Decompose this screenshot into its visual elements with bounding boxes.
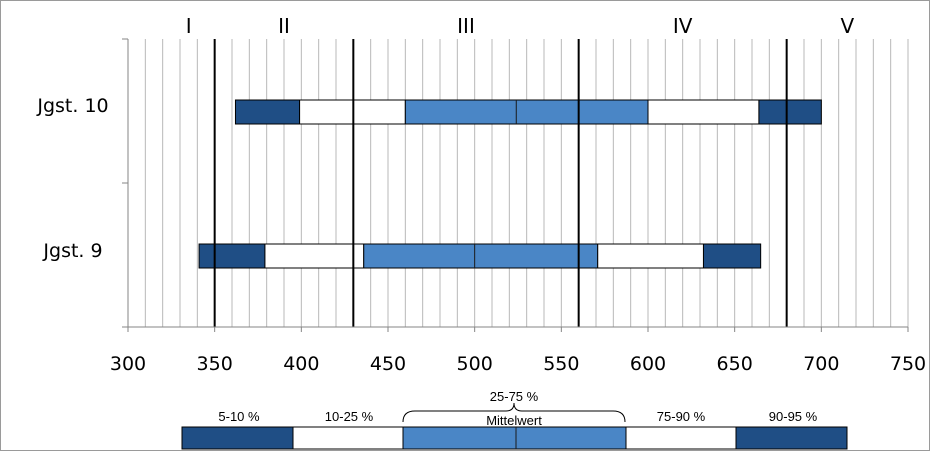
- legend-label: 5-10 %: [218, 409, 260, 424]
- x-tick-label: 700: [803, 353, 839, 375]
- bar-segment: [198, 243, 266, 269]
- bar-segment: [264, 243, 365, 269]
- legend-note-label: Mittelwert: [486, 413, 542, 428]
- bar-segment: [758, 99, 822, 125]
- legend-swatch: [735, 426, 848, 450]
- legend-label: 10-25 %: [325, 409, 374, 424]
- level-label: V: [840, 14, 854, 38]
- category-label: Jgst. 10: [36, 95, 108, 117]
- bar-segment: [702, 243, 762, 269]
- x-tick-label: 350: [197, 353, 233, 375]
- legend-label: 75-90 %: [657, 409, 706, 424]
- level-label: IV: [673, 14, 693, 38]
- level-label: I: [186, 14, 192, 38]
- legend-swatch: [402, 426, 627, 450]
- x-tick-label: 750: [890, 353, 926, 375]
- legend-label: 90-95 %: [769, 409, 818, 424]
- legend-brace: [402, 402, 626, 423]
- legend-swatch: [625, 426, 737, 450]
- x-tick-label: 450: [370, 353, 406, 375]
- bar-segment: [597, 243, 704, 269]
- x-tick-label: 400: [283, 353, 319, 375]
- level-label: II: [278, 14, 290, 38]
- x-tick-label: 300: [110, 353, 146, 375]
- level-label: III: [457, 14, 475, 38]
- x-tick-label: 650: [717, 353, 753, 375]
- bar-segment: [647, 99, 760, 125]
- bar-segment: [404, 99, 649, 125]
- legend-label: 25-75 %: [490, 389, 539, 404]
- legend-swatch: [181, 426, 294, 450]
- bar-segment: [234, 99, 301, 125]
- category-label: Jgst. 9: [42, 240, 102, 262]
- x-tick-label: 600: [630, 353, 666, 375]
- bar-segment: [363, 243, 599, 269]
- legend-swatch: [292, 426, 404, 450]
- x-tick-label: 550: [543, 353, 579, 375]
- x-tick-label: 500: [457, 353, 493, 375]
